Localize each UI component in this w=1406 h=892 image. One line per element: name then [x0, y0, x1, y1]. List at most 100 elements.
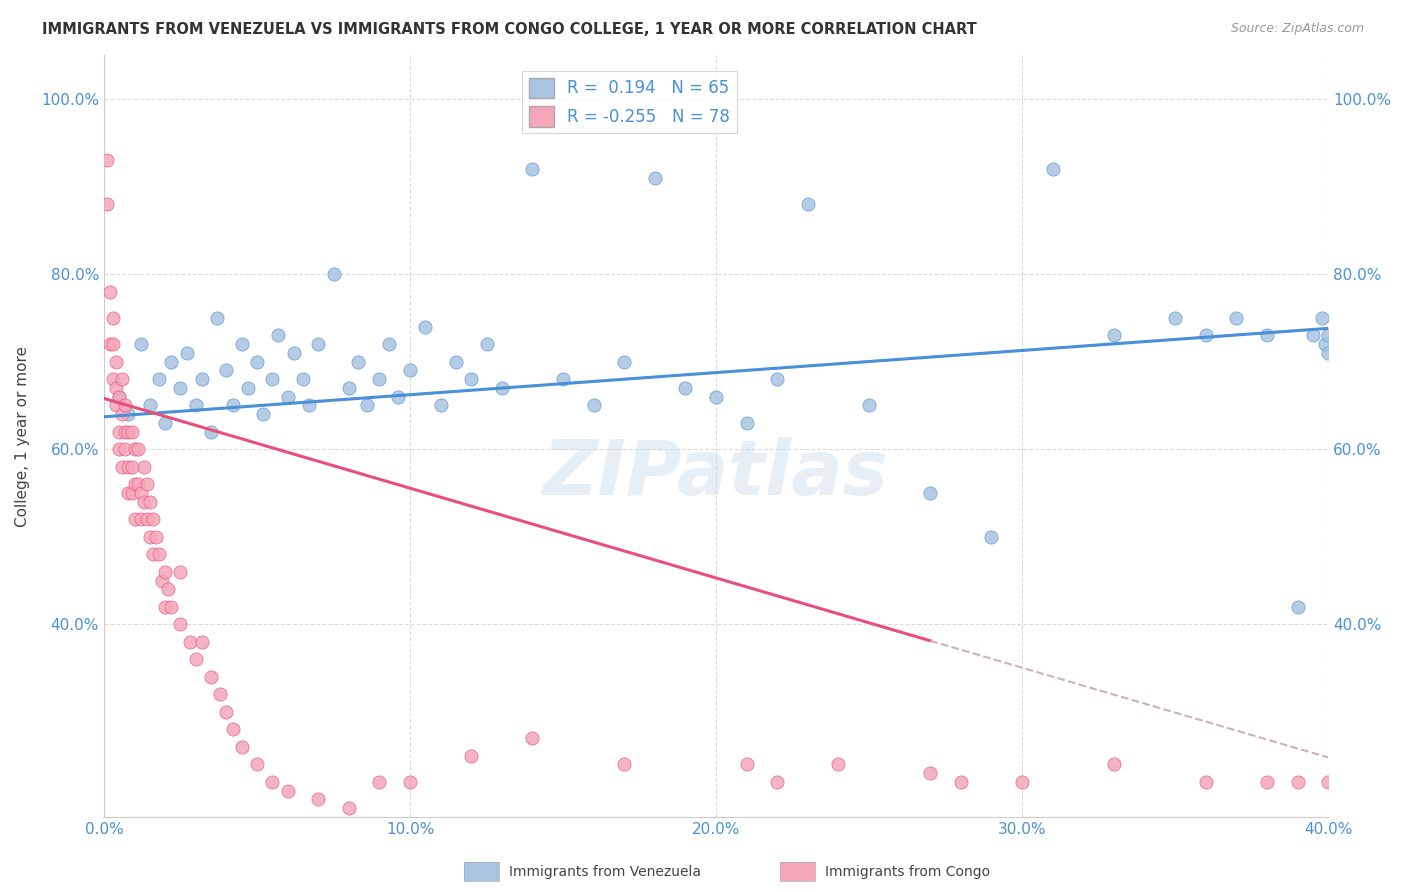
Point	[368, 775, 391, 789]
Point	[101, 372, 124, 386]
Point	[735, 757, 758, 772]
Point	[337, 381, 360, 395]
Point	[262, 372, 284, 386]
Point	[101, 337, 124, 351]
Point	[1102, 757, 1125, 772]
Point	[111, 372, 134, 386]
Point	[117, 407, 139, 421]
Point	[399, 363, 422, 377]
Point	[96, 153, 118, 168]
Point	[766, 775, 789, 789]
Point	[460, 748, 482, 763]
Point	[415, 319, 437, 334]
Point	[127, 442, 149, 457]
Point	[111, 407, 134, 421]
Point	[1317, 328, 1340, 343]
Point	[231, 739, 253, 754]
Point	[246, 757, 269, 772]
Point	[368, 372, 391, 386]
Point	[1313, 337, 1336, 351]
Point	[108, 390, 131, 404]
Point	[105, 399, 128, 413]
Point	[129, 512, 152, 526]
Point	[307, 337, 329, 351]
Point	[797, 197, 820, 211]
Text: IMMIGRANTS FROM VENEZUELA VS IMMIGRANTS FROM CONGO COLLEGE, 1 YEAR OR MORE CORRE: IMMIGRANTS FROM VENEZUELA VS IMMIGRANTS …	[42, 22, 977, 37]
Point	[160, 354, 183, 368]
Point	[200, 670, 222, 684]
Point	[153, 416, 176, 430]
Point	[322, 267, 344, 281]
Point	[522, 161, 544, 176]
Point	[135, 512, 157, 526]
Point	[377, 337, 399, 351]
Point	[949, 775, 972, 789]
Y-axis label: College, 1 year or more: College, 1 year or more	[15, 345, 30, 526]
Point	[121, 425, 143, 439]
Point	[176, 346, 198, 360]
Point	[252, 407, 274, 421]
Point	[157, 582, 180, 597]
Point	[920, 486, 942, 500]
Point	[153, 565, 176, 579]
Point	[267, 328, 290, 343]
Text: Immigrants from Congo: Immigrants from Congo	[825, 865, 990, 880]
Point	[114, 399, 136, 413]
Point	[1317, 346, 1340, 360]
Point	[704, 390, 727, 404]
Point	[347, 354, 370, 368]
Point	[160, 599, 183, 614]
Point	[236, 381, 259, 395]
Point	[105, 381, 128, 395]
Point	[1011, 775, 1033, 789]
Point	[169, 565, 191, 579]
Point	[766, 372, 789, 386]
Text: Immigrants from Venezuela: Immigrants from Venezuela	[509, 865, 702, 880]
Point	[114, 442, 136, 457]
Point	[129, 486, 152, 500]
Point	[231, 337, 253, 351]
Point	[191, 372, 214, 386]
Point	[215, 705, 238, 719]
Point	[184, 652, 207, 666]
Point	[1225, 310, 1247, 325]
Point	[117, 486, 139, 500]
Point	[150, 574, 173, 588]
Point	[551, 372, 574, 386]
Point	[117, 459, 139, 474]
Point	[124, 477, 146, 491]
Point	[1256, 775, 1278, 789]
Legend: R =  0.194   N = 65, R = -0.255   N = 78: R = 0.194 N = 65, R = -0.255 N = 78	[523, 71, 737, 134]
Point	[444, 354, 467, 368]
Point	[139, 530, 162, 544]
Point	[858, 399, 880, 413]
Point	[169, 617, 191, 632]
Point	[184, 399, 207, 413]
Text: Source: ZipAtlas.com: Source: ZipAtlas.com	[1230, 22, 1364, 36]
Point	[145, 530, 167, 544]
Point	[132, 459, 155, 474]
Point	[105, 354, 128, 368]
Point	[298, 399, 321, 413]
Point	[132, 494, 155, 508]
Point	[191, 635, 214, 649]
Point	[613, 354, 636, 368]
Point	[1102, 328, 1125, 343]
Point	[148, 547, 170, 561]
Point	[475, 337, 498, 351]
Point	[101, 310, 124, 325]
Point	[215, 363, 238, 377]
Point	[127, 477, 149, 491]
Point	[429, 399, 451, 413]
Point	[153, 599, 176, 614]
Point	[644, 170, 666, 185]
Point	[108, 425, 131, 439]
Point	[129, 337, 152, 351]
Point	[117, 425, 139, 439]
Point	[827, 757, 849, 772]
Point	[1256, 328, 1278, 343]
Point	[307, 792, 329, 806]
Point	[221, 399, 243, 413]
Point	[148, 372, 170, 386]
Point	[108, 442, 131, 457]
